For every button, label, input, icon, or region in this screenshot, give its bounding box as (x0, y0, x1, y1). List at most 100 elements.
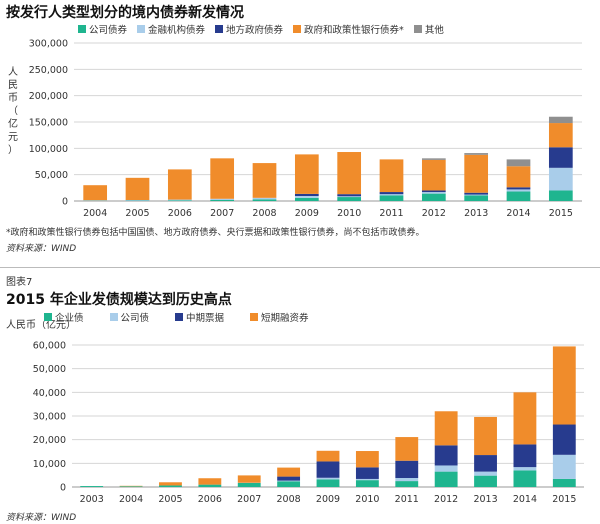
y-axis-label: 人民币（亿元） (8, 67, 18, 156)
bar-segment (198, 478, 222, 485)
x-tick-label: 2006 (198, 494, 222, 505)
legend-item: 公司债 (109, 310, 150, 324)
bar-segment (513, 470, 537, 487)
bar-segment (252, 199, 277, 201)
y-tick-label: 10,000 (33, 459, 66, 470)
legend-item: 其他 (413, 22, 444, 36)
x-tick-label: 2009 (316, 494, 340, 505)
bar-segment (434, 465, 458, 472)
chart-legend: 公司债券 金融机构债券 地方政府债券 政府和政策性银行债券* 其他 (78, 22, 444, 36)
legend-swatch (293, 25, 302, 33)
bar-segment (513, 392, 537, 445)
bar-segment (474, 471, 497, 476)
x-tick-label: 2007 (237, 494, 261, 505)
bar-segment (513, 467, 537, 471)
y-tick-label: 30,000 (33, 412, 66, 423)
x-tick-label: 2015 (552, 494, 576, 505)
bar-segment (395, 460, 419, 479)
y-tick-label: 0 (60, 483, 66, 494)
bar-segment (125, 199, 150, 201)
bar-segment (421, 159, 446, 191)
bar-segment (548, 123, 573, 148)
bar-segment (552, 478, 576, 487)
y-tick-label: 20,000 (33, 435, 66, 446)
y-axis-label: 人民币（亿元） (6, 320, 76, 331)
bar-segment (434, 445, 458, 466)
bar-segment (237, 475, 261, 483)
bar-segment (355, 478, 379, 481)
bar-segment (277, 481, 301, 487)
bar-segment (337, 152, 362, 195)
bar-segment (513, 444, 537, 468)
bar-segment (210, 199, 235, 201)
legend-swatch (215, 25, 224, 33)
bar-segment (277, 480, 301, 482)
legend-label: 公司债 (120, 313, 150, 324)
x-tick-label: 2007 (210, 208, 234, 219)
legend-label: 短期融资券 (261, 313, 309, 324)
bar-segment (506, 187, 531, 190)
legend-item: 地方政府债券 (215, 22, 283, 36)
bar-segment (379, 159, 404, 193)
x-tick-label: 2011 (379, 208, 403, 219)
x-tick-label: 2008 (277, 494, 301, 505)
bar-segment (552, 346, 576, 425)
legend-swatch (137, 25, 146, 33)
bar-segment (421, 193, 446, 201)
bar-segment (506, 159, 531, 167)
bar-segment (337, 196, 362, 198)
bar-segment (316, 479, 340, 487)
bar-segment (80, 486, 104, 487)
legend-label: 企业债 (55, 313, 84, 324)
bar-segment (379, 192, 404, 195)
legend-item: 中期票据 (175, 310, 224, 324)
legend-item: 公司债券 (78, 22, 127, 36)
bar-segment (252, 197, 277, 200)
legend-label: 地方政府债券 (226, 25, 284, 36)
bar-segment (421, 190, 446, 193)
chart-title: 按发行人类型划分的境内债券新发情况 (6, 5, 244, 21)
y-tick-label: 200,000 (29, 91, 68, 102)
y-tick-label: 0 (62, 197, 68, 208)
y-tick-label: 300,000 (29, 39, 68, 50)
bar-segment (294, 154, 319, 194)
y-tick-label: 60,000 (33, 341, 66, 352)
bar-segment (548, 190, 573, 201)
legend-item: 企业债 (44, 310, 84, 324)
bar-segment (355, 467, 379, 479)
bar-segment (434, 471, 458, 487)
chart-legend: 企业债 公司债 中期票据 短期融资券 (44, 310, 309, 324)
bar-segment (294, 197, 319, 201)
bar-chart-svg: 0 10,000 20,000 30,000 40,000 50,000 60,000 200… (33, 341, 584, 505)
bar-segment (506, 166, 531, 188)
bar-segment (464, 153, 489, 155)
bar-segment (474, 455, 497, 472)
x-tick-label: 2013 (473, 494, 497, 505)
bar-segment (379, 194, 404, 196)
bar-segment (210, 198, 235, 200)
legend-swatch (413, 25, 422, 33)
legend-item: 政府和政策性银行债券* (293, 22, 404, 36)
y-tick-label: 50,000 (35, 170, 68, 181)
legend-item: 金融机构债券 (137, 22, 205, 36)
y-tick-label: 40,000 (33, 388, 66, 399)
legend-swatch (250, 313, 259, 321)
bar-segment (198, 484, 222, 487)
legend-label: 中期票据 (186, 313, 225, 324)
bar-segment (277, 476, 301, 481)
chart-source: 资料来源：WIND (6, 244, 77, 254)
x-tick-label: 2005 (158, 494, 182, 505)
bar-segment (464, 154, 489, 193)
legend-item: 短期融资券 (250, 310, 309, 324)
bar-segment (167, 169, 192, 200)
legend-swatch (175, 313, 184, 321)
bar-segment (316, 477, 340, 480)
y-tick-label: 150,000 (29, 118, 68, 129)
x-tick-label: 2010 (355, 494, 379, 505)
bar-segment (464, 194, 489, 196)
bar-segment (506, 191, 531, 201)
x-tick-label: 2012 (434, 494, 458, 505)
bar-segment (159, 485, 182, 487)
legend-label: 金融机构债券 (148, 25, 206, 36)
x-tick-label: 2011 (395, 494, 419, 505)
